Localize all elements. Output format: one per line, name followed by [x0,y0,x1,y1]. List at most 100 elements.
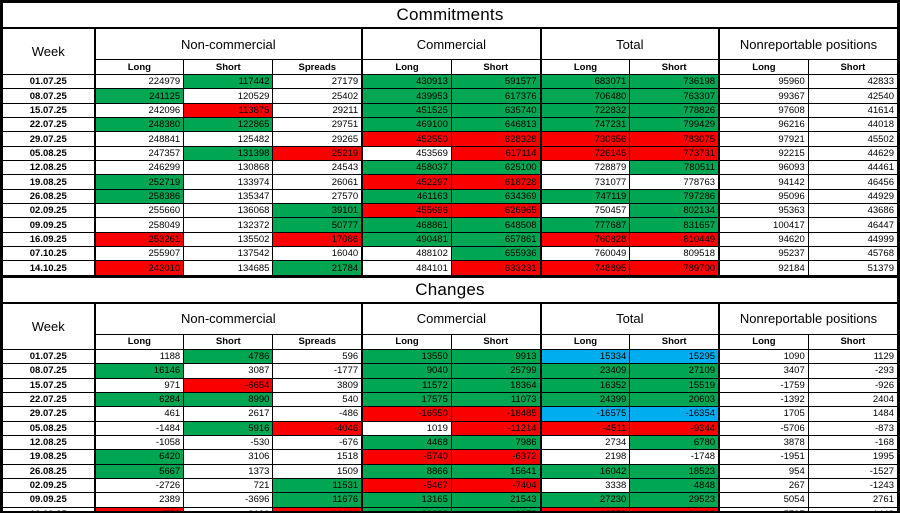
value-cell: 9040 [361,363,452,379]
value-cell: 783075 [629,131,720,147]
value-cell: 4848 [629,477,720,494]
value-cell: 726145 [539,145,631,162]
table-row: 22.07.25 248380 122865 29751 469100 646813 747… [2,117,898,133]
value-cell: -7404 [450,477,542,494]
week-cell: 05.08.25 [2,420,95,436]
value-cell: -1951 [718,449,809,465]
value-cell: 16042 [539,463,631,479]
value-cell: 8990 [183,391,274,408]
table-row: 12.08.25 246299 130868 24543 458037 625100 728… [2,160,898,176]
week-cell: 05.08.25 [2,145,95,162]
value-cell: 802134 [629,203,720,219]
week-header: Week [2,302,95,350]
value-cell: 8866 [361,463,452,479]
value-cell: 247357 [93,145,185,162]
commitments-title: Commitments [2,2,898,29]
value-cell: -16550 [361,406,452,422]
value-cell: 136068 [183,203,274,219]
table-row: 09.09.25 258049 132372 50777 468861 648508 777… [2,217,898,233]
value-cell: 778826 [629,102,720,119]
value-cell: 243010 [93,260,185,276]
table-row: 01.07.25 1188 4786 596 13550 9913 15334 15295 10… [2,348,898,365]
subheader-t-long: Long [539,59,631,75]
value-cell: 747231 [539,117,631,133]
value-cell: -4511 [539,420,631,436]
changes-title: Changes [2,275,898,304]
group-header-nonreportable: Nonreportable positions [718,302,898,335]
value-cell: 722832 [539,102,631,119]
week-cell: 15.07.25 [2,377,95,393]
value-cell: 748895 [539,260,631,276]
value-cell: 44629 [807,145,898,162]
value-cell: 132372 [183,217,274,233]
week-header: Week [2,27,95,75]
value-cell: 2617 [183,406,274,422]
value-cell: -486 [272,406,363,422]
value-cell: 27230 [539,492,631,508]
value-cell: 455696 [361,203,452,219]
value-cell: 258386 [93,188,185,205]
value-cell: -16354 [629,406,720,422]
value-cell: 224979 [93,73,185,90]
week-cell: 07.10.25 [2,246,95,262]
value-cell: -5467 [361,477,452,494]
value-cell: 246299 [93,160,185,176]
value-cell: -5706 [718,420,809,436]
value-cell: 452297 [361,174,452,190]
value-cell: 27109 [629,363,720,379]
value-cell: 18364 [450,377,542,393]
table-row: 08.07.25 16146 3087 -1777 9040 25799 23409 2710… [2,363,898,379]
value-cell: 44929 [807,188,898,205]
value-cell: 100417 [718,217,809,233]
value-cell: 16146 [93,363,185,379]
value-cell: -6372 [450,449,542,465]
table-row: 19.08.25 252719 133974 26061 452297 618728 731… [2,174,898,190]
value-cell: 451525 [361,102,452,119]
value-cell: 760828 [539,231,631,248]
value-cell: 633231 [450,260,542,276]
value-cell: 628328 [450,131,542,147]
value-cell: -1448 [807,506,898,511]
value-cell: -2726 [93,477,185,494]
value-cell: 773731 [629,145,720,162]
value-cell: 1090 [718,348,809,365]
value-cell: 763307 [629,88,720,104]
value-cell: 591577 [450,73,542,90]
value-cell: 46447 [807,217,898,233]
value-cell: 15334 [539,348,631,365]
value-cell: 253261 [93,231,185,248]
value-cell: 44999 [807,231,898,248]
table-row: 05.08.25 -1484 5916 -4046 1019 -11214 -4511 -93… [2,420,898,436]
table-row: 14.10.25 243010 134685 21784 484101 633231 748… [2,260,898,276]
value-cell: 777687 [539,217,631,233]
value-cell: 831657 [629,217,720,233]
value-cell: 248380 [93,117,185,133]
value-cell: 626965 [450,203,542,219]
value-cell: 242096 [93,102,185,119]
value-cell: 490481 [361,231,452,248]
value-cell: 657861 [450,231,542,248]
value-cell: 954 [718,463,809,479]
value-cell: 540 [272,391,363,408]
value-cell: 125482 [183,131,274,147]
value-cell: 24543 [272,160,363,176]
week-cell: 02.09.25 [2,477,95,494]
value-cell: 3338 [539,477,631,494]
value-cell: 1509 [272,463,363,479]
week-cell: 15.07.25 [2,102,95,119]
subheader-t-short: Short [629,59,720,75]
week-cell: 29.07.25 [2,131,95,147]
commitments-body: 01.07.25 224979 117442 27179 430913 591577 683… [2,73,898,276]
value-cell: 1188 [93,348,185,365]
table-row: 02.09.25 255660 136068 39101 455696 626965 750… [2,203,898,219]
value-cell: 799429 [629,117,720,133]
value-cell: 683071 [539,73,631,90]
value-cell: 99367 [718,88,809,104]
subheader-c-short: Short [450,333,542,350]
value-cell: 13550 [361,348,452,365]
value-cell: 1129 [807,348,898,365]
value-cell: -676 [272,434,363,451]
subheader-nc-spreads: Spreads [272,59,363,75]
value-cell: 137542 [183,246,274,262]
value-cell: 41614 [807,102,898,119]
